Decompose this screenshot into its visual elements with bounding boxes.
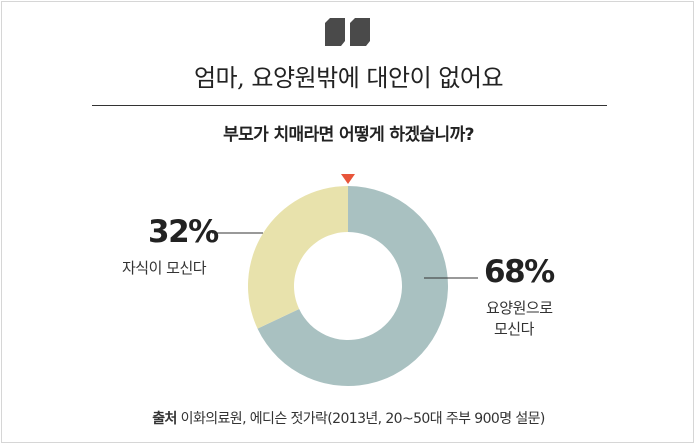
source-label: 출처 [152,411,177,427]
donut-slice-children [247,186,348,329]
slice-label-nursing-home-line2: 모신다 [494,320,534,338]
source-text: 이화의료원, 에디슨 젓가락(2013년, 20~50대 주부 900명 설문) [180,411,546,427]
chart-question: 부모가 치매라면 어떻게 하겠습니까? [223,125,474,145]
pointer-marker-icon [341,174,355,184]
donut-slice-nursing-home [257,186,448,386]
value-label-nursing-home: 68% [484,254,555,290]
headline: 엄마, 요양원밖에 대안이 없어요 [193,64,504,92]
slice-label-nursing-home-line1: 요양원으로 [486,299,553,317]
value-label-children: 32% [148,214,219,250]
slice-label-children: 자식이 모신다 [122,259,207,277]
divider [92,105,607,106]
quote-icon [325,18,370,46]
source-note: 출처 이화의료원, 에디슨 젓가락(2013년, 20~50대 주부 900명 … [0,408,697,428]
